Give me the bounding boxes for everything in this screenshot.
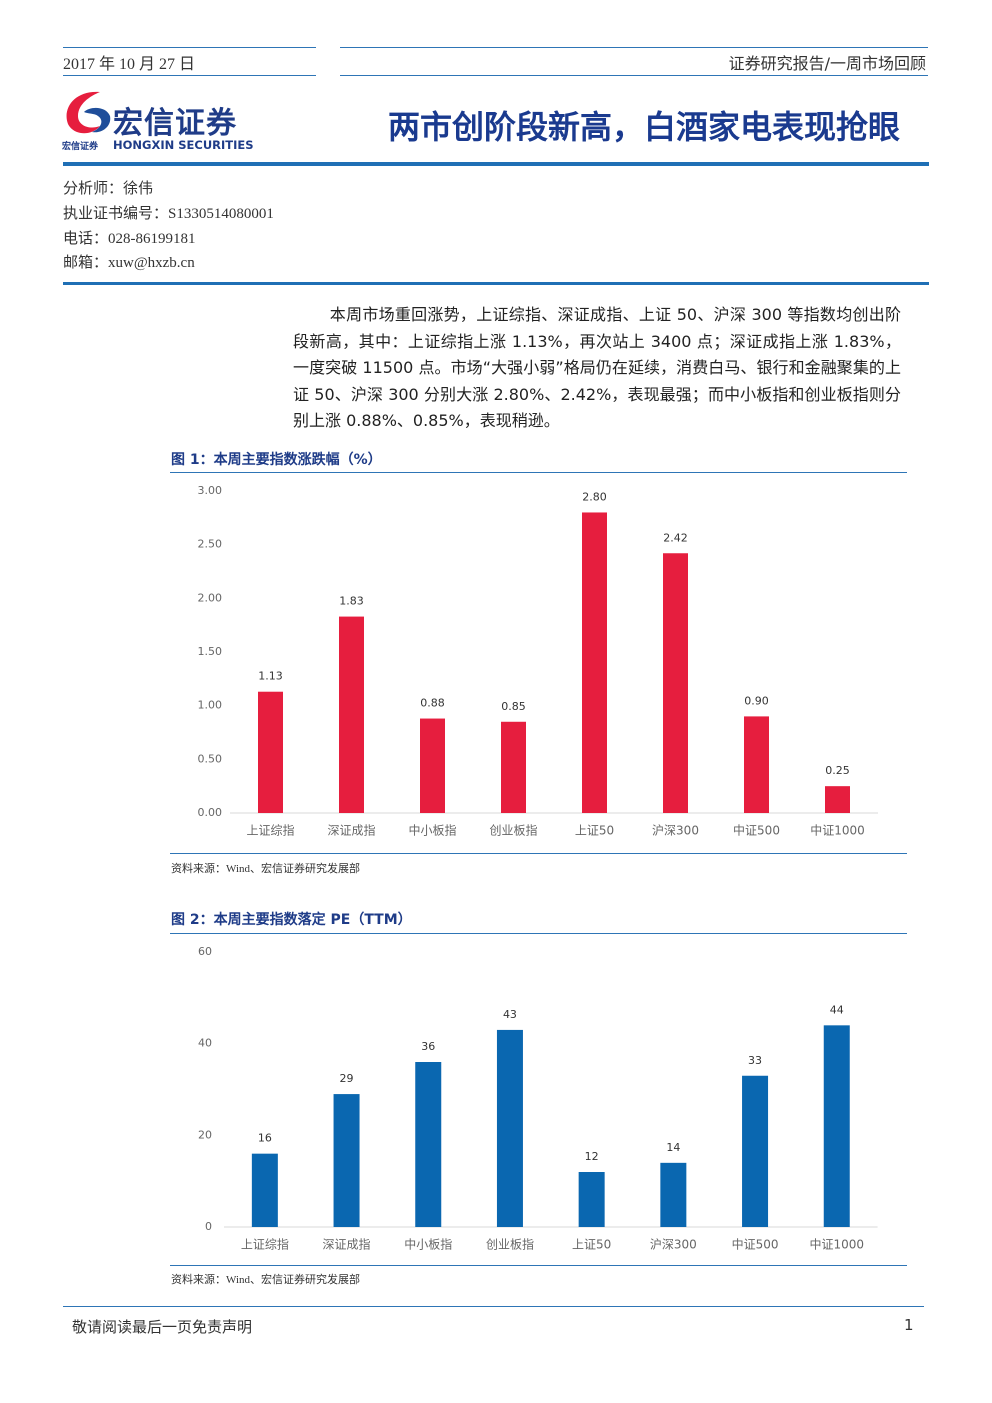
x-tick-label: 深证成指 bbox=[327, 823, 375, 838]
data-label: 2.42 bbox=[663, 531, 688, 544]
logo-icon bbox=[66, 91, 111, 134]
x-tick-label: 创业板指 bbox=[486, 1237, 534, 1252]
x-tick-label: 创业板指 bbox=[489, 823, 537, 838]
data-label: 29 bbox=[340, 1072, 354, 1085]
data-label: 44 bbox=[830, 1003, 844, 1016]
analyst-line: 分析师：徐伟 bbox=[63, 181, 154, 197]
rule bbox=[63, 47, 316, 48]
disclaimer: 敬请阅读最后一页免责声明 bbox=[72, 1318, 253, 1336]
y-tick-label: 20 bbox=[198, 1128, 212, 1141]
figure-source: 资料来源：Wind、宏信证券研究发展部 bbox=[171, 1274, 360, 1286]
data-label: 14 bbox=[666, 1141, 680, 1154]
data-label: 0.90 bbox=[744, 694, 769, 707]
bar bbox=[420, 718, 445, 813]
data-label: 0.88 bbox=[420, 697, 445, 710]
rule bbox=[170, 1265, 907, 1266]
x-tick-label: 中小板指 bbox=[404, 1237, 452, 1252]
rule bbox=[63, 75, 316, 76]
data-label: 1.13 bbox=[258, 670, 283, 683]
x-tick-label: 中证1000 bbox=[810, 823, 865, 838]
y-tick-label: 2.00 bbox=[198, 591, 223, 604]
data-label: 0.25 bbox=[825, 764, 850, 777]
rule bbox=[340, 47, 928, 48]
analyst-line: 电话：028-86199181 bbox=[63, 231, 196, 247]
rule bbox=[63, 162, 929, 166]
rule bbox=[170, 853, 907, 854]
analyst-line: 执业证书编号：S1330514080001 bbox=[63, 206, 274, 222]
bar bbox=[825, 786, 850, 813]
logo-name: 宏信证券 bbox=[113, 106, 237, 141]
x-tick-label: 上证综指 bbox=[241, 1237, 289, 1252]
data-label: 33 bbox=[748, 1054, 762, 1067]
figure-source: 资料来源：Wind、宏信证券研究发展部 bbox=[171, 863, 360, 875]
analyst-line: 邮箱：xuw@hxzb.cn bbox=[63, 255, 195, 271]
bar bbox=[663, 553, 688, 813]
bar bbox=[660, 1162, 687, 1227]
bar bbox=[339, 616, 364, 813]
y-tick-label: 60 bbox=[198, 945, 212, 958]
y-tick-label: 2.50 bbox=[198, 538, 223, 551]
x-tick-label: 中证1000 bbox=[809, 1237, 864, 1252]
date: 2017 年 10 月 27 日 bbox=[63, 56, 196, 73]
y-tick-label: 3.00 bbox=[198, 484, 223, 497]
bar bbox=[496, 1029, 523, 1227]
bar bbox=[578, 1172, 605, 1227]
page-number: 1 bbox=[904, 1316, 914, 1334]
x-tick-label: 沪深300 bbox=[652, 824, 699, 838]
rule bbox=[340, 75, 928, 76]
figure-title: 图 1：本周主要指数涨跌幅（%） bbox=[171, 452, 382, 468]
bar bbox=[742, 1075, 769, 1227]
rule bbox=[63, 282, 929, 285]
y-tick-label: 0.00 bbox=[198, 806, 223, 819]
logo-small: 宏信证券 bbox=[62, 142, 99, 152]
data-label: 16 bbox=[258, 1132, 272, 1145]
data-label: 2.80 bbox=[582, 490, 607, 503]
bar bbox=[258, 691, 283, 813]
bar bbox=[333, 1094, 360, 1227]
x-tick-label: 中证500 bbox=[732, 1237, 779, 1252]
y-tick-label: 0 bbox=[205, 1220, 212, 1233]
bar bbox=[823, 1025, 850, 1227]
y-tick-label: 0.50 bbox=[198, 752, 223, 765]
x-tick-label: 沪深300 bbox=[650, 1238, 697, 1252]
logo-english: HONGXIN SECURITIES bbox=[113, 138, 254, 152]
data-label: 12 bbox=[585, 1150, 599, 1163]
data-label: 0.85 bbox=[501, 700, 526, 713]
bar bbox=[744, 716, 769, 813]
data-label: 1.83 bbox=[339, 595, 364, 608]
bar bbox=[251, 1153, 278, 1227]
rule bbox=[170, 472, 907, 473]
x-tick-label: 中小板指 bbox=[408, 823, 456, 838]
report-type: 证券研究报告/一周市场回顾 bbox=[728, 54, 926, 73]
x-tick-label: 上证50 bbox=[572, 1238, 611, 1252]
body-text: 本周市场重回涨势，上证综指、深证成指、上证 50、沪深 300 等指数均创出阶段… bbox=[293, 305, 901, 431]
report-title: 两市创阶段新高，白酒家电表现抢眼 bbox=[387, 108, 900, 146]
bar bbox=[582, 512, 607, 813]
bar bbox=[415, 1062, 442, 1227]
x-tick-label: 中证500 bbox=[733, 823, 780, 838]
y-tick-label: 40 bbox=[198, 1037, 212, 1050]
data-label: 43 bbox=[503, 1008, 517, 1021]
y-tick-label: 1.00 bbox=[198, 699, 223, 712]
x-tick-label: 上证综指 bbox=[246, 823, 294, 838]
figure-title: 图 2：本周主要指数落定 PE（TTM） bbox=[171, 912, 412, 928]
y-tick-label: 1.50 bbox=[198, 645, 223, 658]
x-tick-label: 上证50 bbox=[575, 824, 614, 838]
rule bbox=[170, 933, 907, 934]
x-tick-label: 深证成指 bbox=[323, 1237, 371, 1252]
rule bbox=[63, 1306, 924, 1307]
bar bbox=[501, 721, 526, 813]
data-label: 36 bbox=[421, 1040, 435, 1053]
